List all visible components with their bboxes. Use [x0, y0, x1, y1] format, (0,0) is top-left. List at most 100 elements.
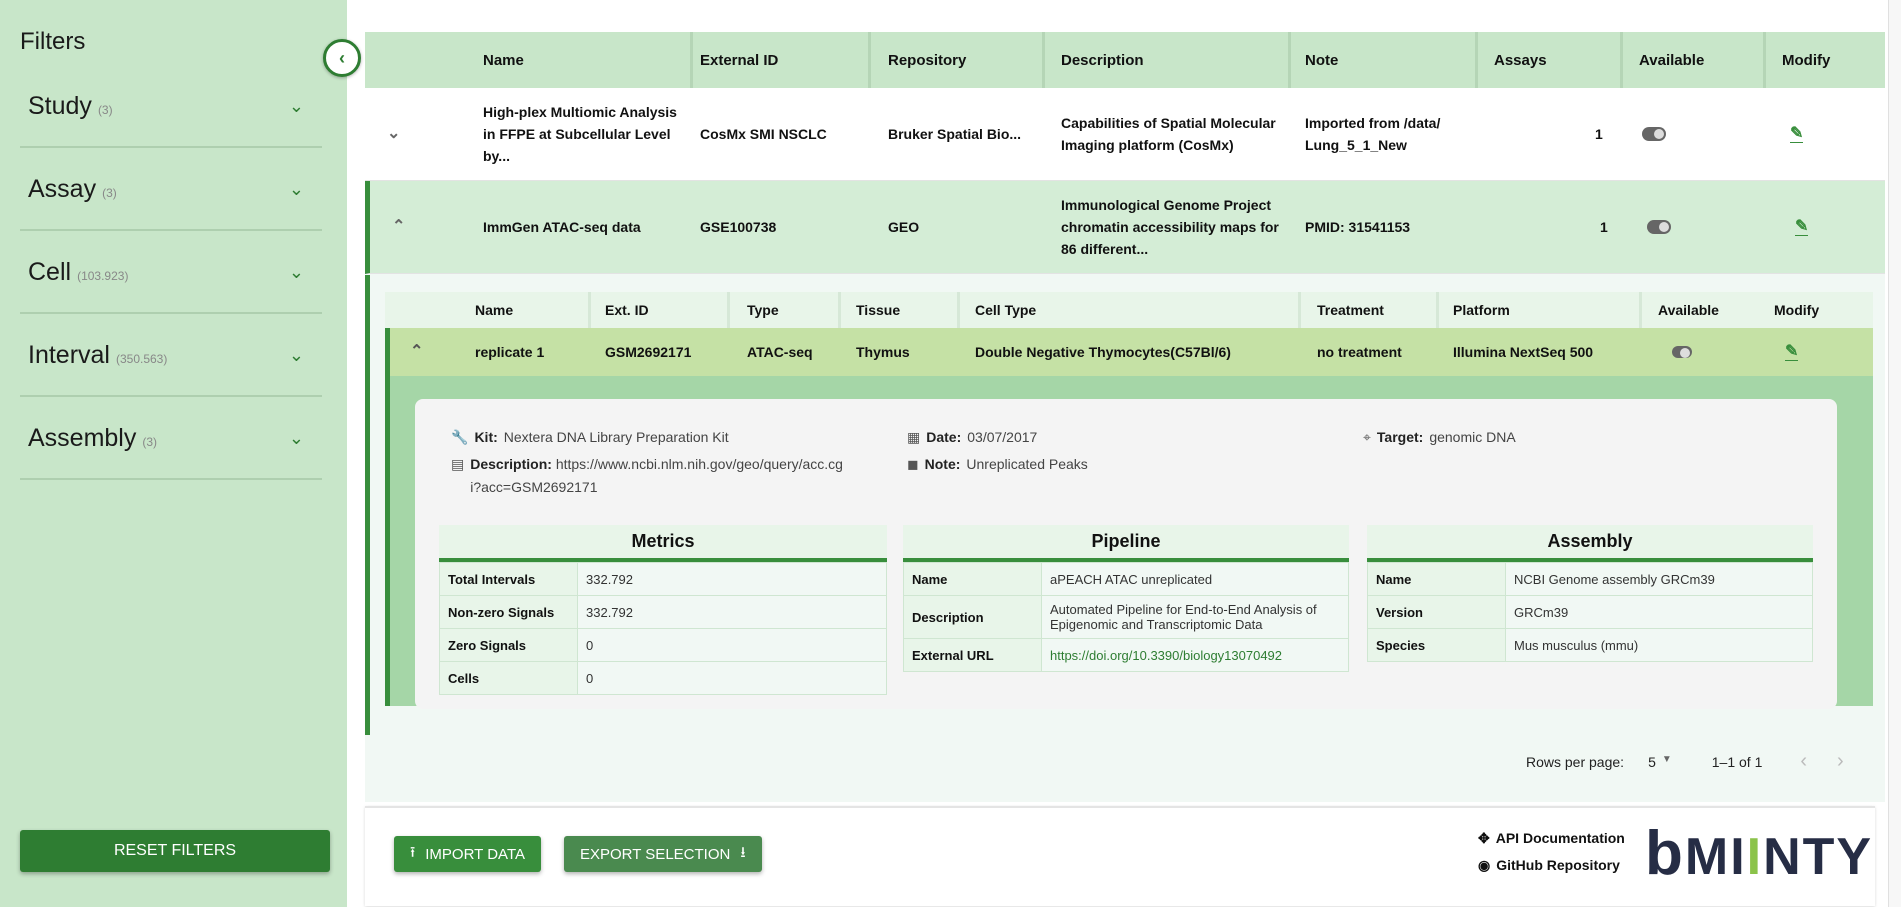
modify-button[interactable]: ✎	[1795, 181, 1809, 273]
filter-name: Assay	[28, 175, 97, 203]
assay-column-header[interactable]: Name	[475, 302, 514, 318]
detail-key: Cells	[439, 661, 578, 695]
column-divider	[838, 292, 841, 328]
chevron-up-icon[interactable]: ⌃	[410, 343, 424, 360]
column-header[interactable]: Repository	[888, 51, 967, 69]
detail-value: NCBI Genome assembly GRCm39	[1505, 562, 1813, 596]
filter-study[interactable]: Study (3) ⌄	[28, 92, 324, 175]
detail-row: Non-zero Signals 332.792	[439, 595, 887, 629]
metrics-rows: Total Intervals 332.792 Non-zero Signals 33…	[439, 562, 887, 695]
assay-cell-tissue: Thymus	[856, 344, 910, 360]
column-header[interactable]: Name	[483, 51, 524, 69]
column-header[interactable]: External ID	[700, 51, 779, 69]
column-divider	[1042, 32, 1045, 88]
filter-name: Study	[28, 92, 92, 120]
filter-label: Assembly (3)	[28, 424, 157, 453]
assay-column-header[interactable]: Cell Type	[975, 302, 1037, 318]
column-divider	[1620, 32, 1623, 88]
prev-page-button[interactable]: ‹	[1800, 750, 1808, 772]
assay-column-header[interactable]: Ext. ID	[605, 302, 649, 318]
document-icon: ▤	[451, 456, 465, 472]
scrollbar[interactable]	[1888, 0, 1901, 907]
metrics-title: Metrics	[439, 525, 887, 562]
assembly-rows: Name NCBI Genome assembly GRCm39 Version GR…	[1367, 562, 1813, 662]
divider	[20, 395, 322, 397]
export-selection-button[interactable]: EXPORT SELECTION ⭳	[564, 836, 762, 872]
modify-button[interactable]: ✎	[1790, 88, 1804, 180]
available-toggle[interactable]	[1647, 181, 1671, 273]
toggle-switch[interactable]	[1642, 127, 1666, 141]
rows-per-page-select[interactable]: 5 ▼	[1648, 754, 1672, 770]
column-divider	[1475, 32, 1478, 88]
assay-column-header[interactable]: Platform	[1453, 302, 1510, 318]
column-divider	[1298, 292, 1301, 328]
column-header[interactable]: Available	[1639, 51, 1705, 69]
chevron-down-icon[interactable]: ⌄	[288, 262, 304, 282]
column-header[interactable]: Description	[1061, 51, 1144, 69]
page-range: 1–1 of 1	[1711, 753, 1763, 770]
detail-value: 332.792	[577, 562, 887, 596]
external-url-link[interactable]: https://doi.org/10.3390/biology13070492	[1041, 638, 1349, 672]
github-repository-link[interactable]: ◉ GitHub Repository	[1478, 857, 1620, 874]
chevron-down-icon[interactable]: ⌄	[387, 125, 401, 142]
filter-label: Interval (350.563)	[28, 341, 167, 370]
filter-name: Assembly	[28, 424, 137, 452]
api-icon: ✥	[1478, 830, 1490, 846]
upload-icon: ⭱	[410, 843, 416, 861]
table-row[interactable]: ⌄ High-plex Multiomic Analysis in FFPE at…	[365, 88, 1885, 181]
detail-key: External URL	[903, 638, 1042, 672]
detail-value: 0	[577, 628, 887, 662]
filters-title: Filters	[20, 28, 86, 55]
filter-label: Assay (3)	[28, 175, 117, 204]
available-toggle[interactable]	[1642, 88, 1666, 180]
column-header[interactable]: Modify	[1782, 51, 1831, 69]
assay-column-header[interactable]: Modify	[1774, 302, 1820, 318]
cell-note: PMID: 31541153	[1305, 219, 1411, 235]
chevron-down-icon[interactable]: ⌄	[288, 96, 304, 116]
column-header[interactable]: Note	[1305, 51, 1339, 69]
table-row[interactable]: ⌃ ImmGen ATAC-seq data GSE100738 GEO Immunol…	[365, 181, 1885, 274]
cell-name: High-plex Multiomic Analysis in FFPE at …	[483, 104, 677, 164]
column-divider	[1639, 292, 1642, 328]
assay-column-header[interactable]: Type	[747, 302, 779, 318]
assay-row[interactable]: ⌃ replicate 1 GSM2692171 ATAC-seq Thymus Doub…	[385, 328, 1873, 376]
pipeline-title: Pipeline	[903, 525, 1349, 562]
toggle-switch[interactable]	[1647, 220, 1671, 234]
import-data-button[interactable]: ⭱ IMPORT DATA	[394, 836, 541, 872]
reset-filters-button[interactable]: RESET FILTERS	[20, 830, 330, 872]
filter-assembly[interactable]: Assembly (3) ⌄	[28, 424, 324, 507]
assays-table-header: Name Ext. ID Type Tissue Cell Type Treatment P…	[385, 292, 1873, 328]
divider	[20, 146, 322, 148]
assay-cell-name: replicate 1	[475, 344, 545, 360]
collapse-sidebar-button[interactable]: ‹	[323, 39, 361, 77]
filter-interval[interactable]: Interval (350.563) ⌄	[28, 341, 324, 424]
column-header[interactable]: Assays	[1494, 51, 1547, 69]
chevron-left-icon: ‹	[339, 47, 345, 68]
column-divider	[1763, 32, 1766, 88]
detail-row: External URL https://doi.org/10.3390/biol…	[903, 638, 1349, 672]
assay-cell-platform: Illumina NextSeq 500	[1453, 344, 1594, 360]
filter-count: (350.563)	[115, 352, 168, 366]
toggle-switch[interactable]	[1672, 346, 1692, 358]
assay-cell-type: ATAC-seq	[747, 344, 813, 360]
filter-cell[interactable]: Cell (103.923) ⌄	[28, 258, 324, 341]
assay-column-header[interactable]: Treatment	[1317, 302, 1384, 318]
assay-available-toggle[interactable]	[1672, 328, 1692, 376]
filter-count: (3)	[102, 186, 117, 200]
next-page-button[interactable]: ›	[1837, 750, 1844, 772]
expanded-study-panel: Name Ext. ID Type Tissue Cell Type Treatment P…	[365, 275, 1885, 735]
filter-name: Interval	[28, 341, 110, 369]
filter-assay[interactable]: Assay (3) ⌄	[28, 175, 324, 258]
chevron-down-icon[interactable]: ⌄	[288, 428, 304, 448]
assay-cell-ext-id: GSM2692171	[605, 344, 692, 360]
api-documentation-link[interactable]: ✥ API Documentation	[1478, 830, 1625, 847]
detail-row: Name NCBI Genome assembly GRCm39	[1367, 562, 1813, 596]
chevron-up-icon[interactable]: ⌃	[392, 218, 406, 235]
chevron-down-icon[interactable]: ⌄	[288, 179, 304, 199]
assay-column-header[interactable]: Available	[1658, 302, 1719, 318]
chevron-down-icon[interactable]: ⌄	[288, 345, 304, 365]
divider	[20, 229, 322, 231]
bminty-logo: bMIINTY	[1645, 819, 1874, 888]
assay-modify-button[interactable]: ✎	[1785, 328, 1799, 376]
assay-column-header[interactable]: Tissue	[856, 302, 901, 318]
